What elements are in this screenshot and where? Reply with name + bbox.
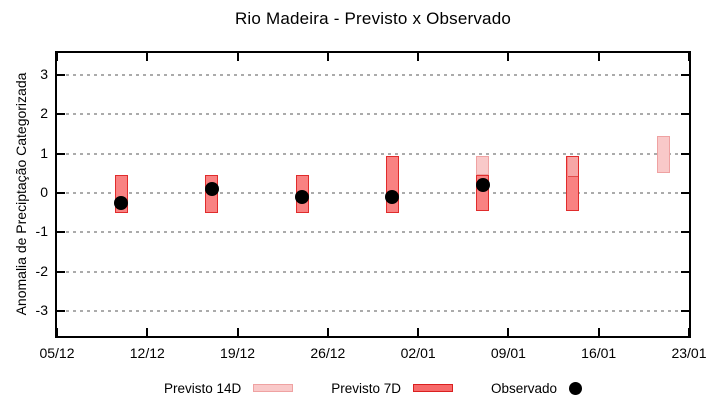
x-tick-mark	[326, 328, 329, 336]
gridline-y--3	[59, 310, 687, 313]
y-tick-mark	[681, 310, 689, 313]
observado-dot	[385, 189, 400, 204]
y-tick-mark	[57, 113, 65, 116]
gridline-y--1	[59, 231, 687, 234]
bar-previsto-14d-overlap	[567, 157, 578, 178]
bar-previsto-14d	[656, 135, 670, 174]
legend-item-previsto-14d: Previsto 14D	[163, 380, 294, 396]
observado-dot	[295, 189, 310, 204]
x-tick-mark	[236, 328, 239, 336]
y-tick-label: 0	[40, 184, 48, 200]
y-tick-mark	[681, 192, 689, 194]
x-tick-label: 19/12	[220, 345, 256, 361]
previsto-14d-swatch-icon	[253, 384, 294, 392]
x-tick-mark	[597, 53, 600, 61]
y-tick-mark	[681, 152, 689, 155]
gridline-y-1	[59, 152, 687, 155]
y-tick-label: -1	[35, 223, 48, 240]
gridline-y-3	[59, 73, 687, 76]
bar-previsto-7d	[385, 155, 399, 213]
x-tick-mark	[326, 53, 329, 61]
x-tick-label: 12/12	[129, 345, 165, 361]
x-tick-mark	[56, 53, 58, 61]
legend: Previsto 14D Previsto 7D Observado	[55, 377, 691, 399]
observado-dot	[204, 182, 219, 197]
x-tick-mark	[688, 328, 690, 336]
y-tick-label: 1	[40, 144, 48, 161]
legend-label-previsto-14d: Previsto 14D	[163, 380, 242, 396]
observado-dot	[475, 178, 490, 193]
observado-dot-icon	[569, 381, 583, 395]
y-tick-mark	[57, 270, 65, 273]
x-tick-label: 02/01	[400, 345, 436, 361]
y-tick-mark	[681, 113, 689, 116]
bar-previsto-14d	[476, 155, 490, 176]
y-tick-mark	[681, 270, 689, 273]
x-tick-label: 05/12	[39, 345, 75, 361]
y-tick-mark	[57, 310, 65, 313]
x-tick-mark	[507, 328, 510, 336]
x-tick-label: 09/01	[490, 345, 526, 361]
y-tick-mark	[57, 192, 65, 194]
chart-title: Rio Madeira - Previsto x Observado	[234, 9, 512, 28]
y-tick-label: -2	[35, 262, 48, 279]
y-tick-label: 3	[40, 65, 48, 82]
previsto-7d-swatch-icon	[413, 384, 454, 392]
x-tick-mark	[597, 328, 600, 336]
gridline-y--2	[59, 270, 687, 273]
x-tick-mark	[507, 53, 510, 61]
legend-label-observado: Observado	[491, 380, 558, 396]
x-tick-label: 26/12	[310, 345, 346, 361]
legend-item-observado: Observado	[491, 380, 583, 396]
x-tick-mark	[236, 53, 239, 61]
observado-dot	[114, 195, 129, 210]
y-tick-mark	[57, 152, 65, 155]
y-tick-mark	[681, 73, 689, 76]
x-tick-label: 23/01	[671, 345, 707, 361]
x-tick-mark	[146, 53, 149, 61]
x-tick-mark	[688, 53, 690, 61]
legend-label-previsto-7d: Previsto 7D	[331, 380, 402, 396]
plot-area	[55, 51, 691, 338]
y-tick-label: -3	[35, 302, 48, 319]
y-tick-mark	[681, 231, 689, 234]
x-tick-mark	[417, 53, 420, 61]
y-tick-mark	[57, 73, 65, 76]
legend-item-previsto-7d: Previsto 7D	[331, 380, 454, 396]
y-tick-label: 2	[40, 105, 48, 122]
x-tick-label: 16/01	[581, 345, 617, 361]
x-tick-mark	[417, 328, 420, 336]
x-tick-mark	[146, 328, 149, 336]
x-tick-mark	[56, 328, 58, 336]
gridline-y-2	[59, 113, 687, 116]
gridline-y-0	[59, 192, 687, 194]
y-tick-mark	[57, 231, 65, 234]
